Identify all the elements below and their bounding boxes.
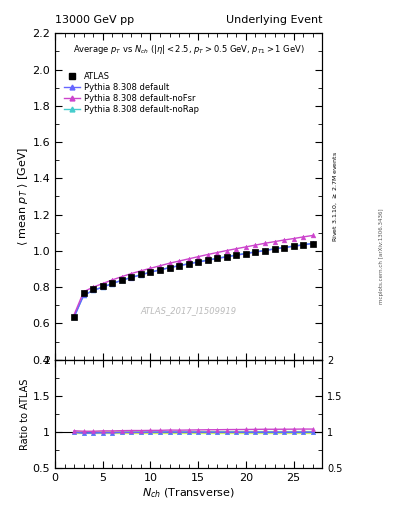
Text: 13000 GeV pp: 13000 GeV pp (55, 15, 134, 25)
Text: ATLAS_2017_I1509919: ATLAS_2017_I1509919 (141, 306, 237, 315)
Text: mcplots.cern.ch [arXiv:1306.3436]: mcplots.cern.ch [arXiv:1306.3436] (379, 208, 384, 304)
Legend: ATLAS, Pythia 8.308 default, Pythia 8.308 default-noFsr, Pythia 8.308 default-no: ATLAS, Pythia 8.308 default, Pythia 8.30… (62, 70, 200, 116)
Y-axis label: $\langle$ mean $p_T$ $\rangle$ [GeV]: $\langle$ mean $p_T$ $\rangle$ [GeV] (15, 147, 29, 246)
X-axis label: $N_{ch}$ (Transverse): $N_{ch}$ (Transverse) (142, 486, 235, 500)
Text: Average $p_T$ vs $N_{ch}$ ($|\eta| < 2.5$, $p_T > 0.5$ GeV, $p_{T1} > 1$ GeV): Average $p_T$ vs $N_{ch}$ ($|\eta| < 2.5… (73, 43, 305, 56)
Y-axis label: Ratio to ATLAS: Ratio to ATLAS (20, 378, 30, 450)
Text: Underlying Event: Underlying Event (226, 15, 322, 25)
Y-axis label: Rivet 3.1.10, $\geq$ 2.7M events: Rivet 3.1.10, $\geq$ 2.7M events (331, 151, 339, 242)
